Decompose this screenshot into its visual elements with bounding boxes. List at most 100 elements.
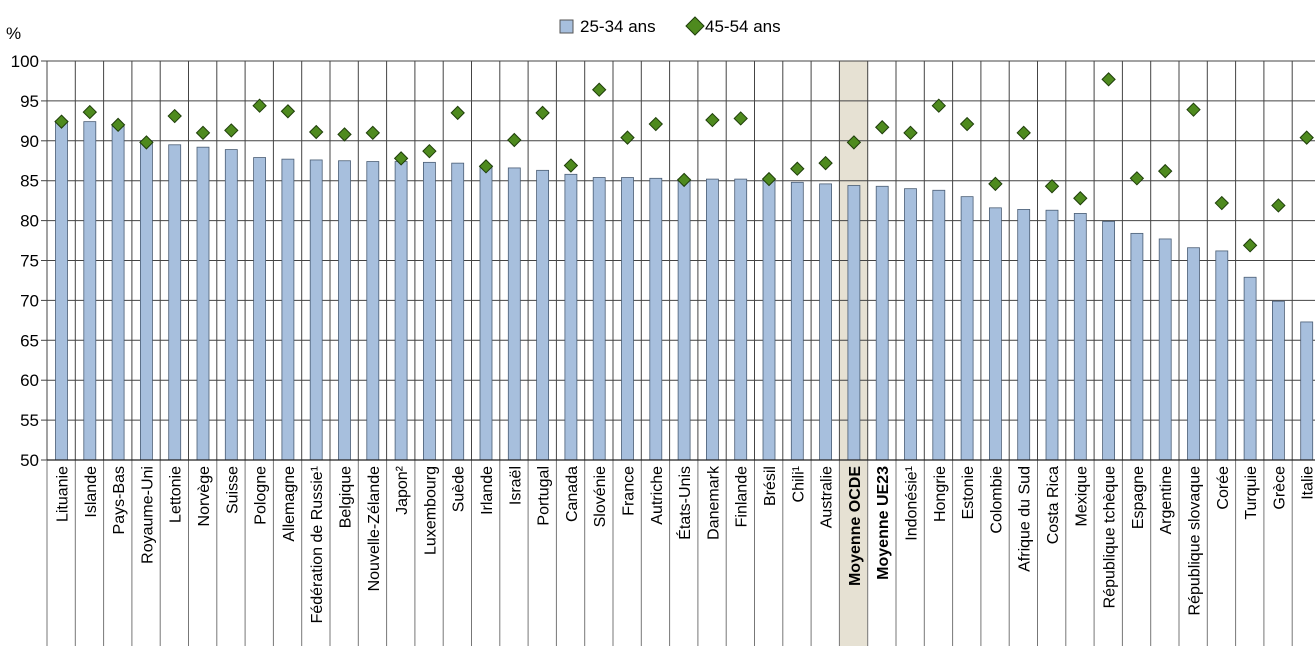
marker-45-54-32	[959, 116, 975, 132]
marker-45-54-33	[988, 176, 1003, 192]
marker-45-54-37	[1101, 72, 1116, 87]
legend-label-25-34: 25-34 ans	[580, 17, 656, 36]
y-axis-label: %	[6, 24, 21, 43]
category-label-14: Suède	[451, 466, 468, 512]
bar-25-34-39	[1158, 238, 1172, 461]
category-label-3: Royaume-Uni	[139, 466, 156, 564]
category-label-21: Autriche	[649, 466, 666, 525]
category-labels: Lituanie Islande Pays-Bas Royaume-Uni Letton…	[55, 465, 1315, 623]
y-tick-label: 65	[20, 331, 39, 350]
y-tick-label: 60	[20, 371, 39, 390]
category-label-13: Luxembourg	[422, 466, 439, 555]
category-label-17: Portugal	[536, 466, 553, 526]
bar-25-34-1	[83, 121, 97, 461]
category-label-29: Moyenne UE23	[875, 466, 892, 580]
y-tick-label: 95	[20, 92, 39, 111]
category-label-15: Irlande	[479, 466, 496, 515]
bar-25-34-31	[932, 189, 946, 461]
bar-25-34-32	[960, 196, 974, 461]
bar-25-34-25	[762, 180, 776, 461]
marker-45-54-20	[620, 130, 635, 145]
bar-25-34-12	[394, 161, 408, 461]
category-label-0: Lituanie	[55, 466, 72, 522]
marker-45-54-23	[705, 112, 720, 128]
marker-45-54-14	[450, 105, 465, 121]
bar-25-34-38	[1130, 232, 1144, 461]
bar-25-34-21	[649, 177, 663, 461]
legend-marker-45-54	[685, 16, 705, 36]
legend-label-45-54: 45-54 ans	[705, 17, 781, 36]
category-label-44: Italie	[1300, 466, 1315, 500]
marker-45-54-19	[591, 82, 607, 97]
y-tick-label: 55	[20, 411, 39, 430]
bar-25-34-17	[536, 169, 549, 461]
marker-45-54-36	[1073, 191, 1088, 206]
marker-45-54-27	[818, 155, 833, 171]
category-label-23: Danemark	[705, 465, 722, 540]
bar-25-34-27	[819, 183, 832, 461]
bar-25-34-4	[168, 144, 182, 461]
category-label-27: Australie	[819, 466, 836, 528]
bar-25-34-14	[451, 162, 465, 461]
category-label-18: Canada	[564, 466, 581, 522]
y-tick-label: 90	[20, 132, 39, 151]
markers-45-54	[54, 72, 1314, 253]
bar-25-34-22	[677, 178, 691, 461]
marker-45-54-17	[535, 105, 550, 121]
category-label-33: Colombie	[988, 466, 1005, 534]
y-tick-label: 70	[20, 291, 39, 310]
category-label-36: Mexique	[1073, 466, 1090, 527]
bar-25-34-35	[1045, 209, 1059, 461]
marker-45-54-1	[82, 104, 98, 120]
axes: 50 55 60 65 70 75 80 85 90 95 100	[11, 52, 1315, 646]
category-label-4: Lettonie	[168, 466, 185, 523]
bar-25-34-11	[366, 161, 380, 461]
marker-45-54-34	[1016, 125, 1031, 141]
bar-25-34-15	[479, 165, 493, 461]
marker-45-54-26	[790, 161, 805, 176]
bar-25-34-23	[706, 178, 719, 461]
category-label-7: Pologne	[253, 466, 270, 525]
marker-45-54-18	[563, 158, 579, 173]
marker-45-54-12	[393, 151, 409, 166]
category-label-25: Brésil	[762, 466, 779, 506]
bar-25-34-30	[904, 188, 917, 461]
marker-45-54-21	[648, 116, 664, 132]
bar-25-34-37	[1102, 220, 1115, 461]
marker-45-54-5	[195, 125, 211, 141]
marker-45-54-9	[308, 124, 324, 140]
marker-45-54-41	[1214, 195, 1230, 211]
marker-45-54-2	[110, 117, 126, 133]
category-label-16: Israël	[507, 466, 524, 505]
bar-25-34-34	[1017, 209, 1031, 461]
category-label-35: Costa Rica	[1045, 466, 1062, 544]
category-label-12: Japon²	[394, 465, 411, 515]
bar-25-34-2	[111, 126, 125, 461]
legend: 25-34 ans 45-54 ans	[559, 16, 781, 36]
bar-25-34-43	[1272, 300, 1285, 461]
category-label-6: Suisse	[224, 466, 241, 514]
marker-45-54-38	[1129, 171, 1145, 186]
marker-45-54-29	[874, 120, 890, 135]
bar-25-34-33	[989, 207, 1002, 461]
category-label-11: Nouvelle-Zélande	[366, 466, 383, 592]
marker-45-54-30	[903, 125, 918, 141]
marker-45-54-0	[54, 114, 69, 129]
y-tick-label: 85	[20, 172, 39, 191]
bar-25-34-24	[734, 178, 748, 461]
marker-45-54-39	[1157, 163, 1173, 179]
bar-25-34-8	[281, 158, 295, 461]
category-label-22: États-Unis	[675, 466, 694, 540]
bar-25-34-16	[507, 167, 521, 461]
category-label-32: Estonie	[960, 466, 977, 519]
bar-25-34-19	[592, 177, 606, 461]
marker-45-54-43	[1271, 198, 1286, 213]
bar-25-34-44	[1300, 321, 1314, 461]
y-tick-label: 100	[11, 52, 39, 71]
bar-25-34-0	[55, 120, 68, 461]
category-label-41: Corée	[1215, 466, 1232, 510]
marker-45-54-8	[280, 104, 296, 119]
bar-25-34-40	[1187, 247, 1200, 461]
category-label-26: Chili¹	[790, 466, 807, 502]
